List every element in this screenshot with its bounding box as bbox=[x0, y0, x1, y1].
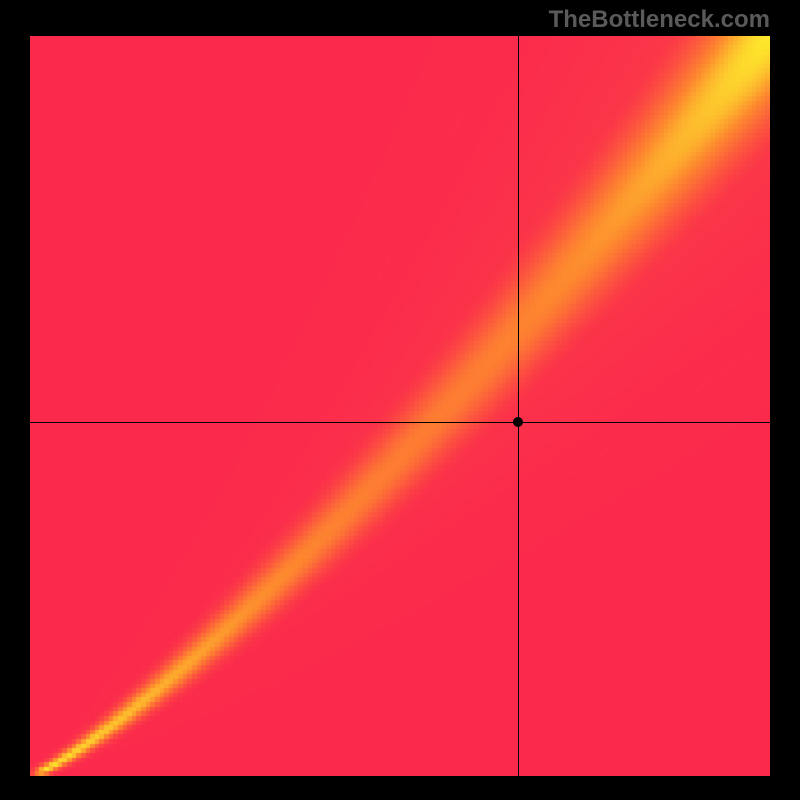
heatmap-canvas bbox=[30, 36, 770, 776]
crosshair-vertical bbox=[518, 36, 519, 776]
watermark-text: TheBottleneck.com bbox=[549, 6, 770, 34]
crosshair-horizontal bbox=[30, 422, 770, 423]
heatmap-plot bbox=[30, 36, 770, 776]
